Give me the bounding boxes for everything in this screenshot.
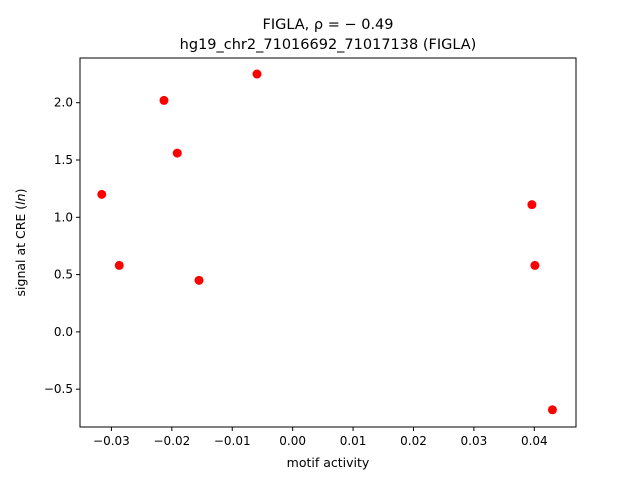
- y-axis-ticks: −0.5 0.0 0.5 1.0 1.5 2.0: [44, 96, 80, 396]
- x-axis-label: motif activity: [287, 455, 370, 470]
- x-tick-label: 0.00: [279, 434, 306, 448]
- chart-title-line1: FIGLA, ρ = − 0.49: [262, 17, 393, 33]
- y-tick-label: 2.0: [54, 96, 73, 110]
- axes-frame: [79, 57, 577, 428]
- data-point-1: [97, 189, 107, 199]
- data-point-2: [114, 260, 124, 270]
- data-point-6: [252, 69, 262, 79]
- y-tick-label: 0.0: [54, 325, 73, 339]
- x-tick-label: 0.03: [461, 434, 488, 448]
- y-tick-label: 0.5: [54, 268, 73, 282]
- y-tick-label: 1.0: [54, 210, 73, 224]
- data-point-9: [547, 405, 557, 415]
- y-tick-label: 1.5: [54, 153, 73, 167]
- x-axis-ticks: −0.03 −0.02 −0.01 0.00 0.01 0.02 0.03 0.04: [93, 427, 548, 448]
- x-tick-label: 0.04: [521, 434, 548, 448]
- x-tick-label: −0.02: [153, 434, 190, 448]
- data-point-4: [172, 148, 182, 158]
- data-point-3: [159, 95, 169, 105]
- x-tick-label: 0.02: [400, 434, 427, 448]
- y-axis-label: signal at CRE (ln): [13, 189, 28, 297]
- chart-title-line2: hg19_chr2_71016692_71017138 (FIGLA): [180, 37, 477, 53]
- y-tick-label: −0.5: [44, 382, 73, 396]
- data-point-5: [194, 275, 204, 285]
- data-point-7: [527, 200, 537, 210]
- x-tick-label: 0.01: [340, 434, 367, 448]
- data-point-8: [530, 260, 540, 270]
- data-points: [97, 69, 557, 415]
- x-tick-label: −0.03: [93, 434, 130, 448]
- x-tick-label: −0.01: [214, 434, 251, 448]
- plot-area: −0.03 −0.02 −0.01 0.00 0.01 0.02 0.03 0.04 −0.5…: [44, 57, 577, 448]
